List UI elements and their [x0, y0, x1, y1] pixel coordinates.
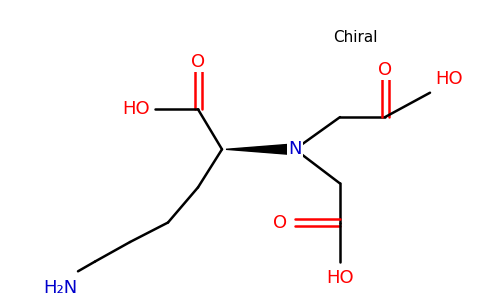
Text: HO: HO — [326, 269, 354, 287]
Polygon shape — [226, 144, 288, 154]
Text: Chiral: Chiral — [333, 30, 377, 45]
Text: O: O — [191, 53, 205, 71]
Text: O: O — [378, 61, 392, 79]
Text: N: N — [288, 140, 302, 158]
Text: HO: HO — [122, 100, 150, 118]
Text: O: O — [273, 214, 287, 232]
Text: HO: HO — [435, 70, 463, 88]
Text: H₂N: H₂N — [43, 279, 77, 297]
